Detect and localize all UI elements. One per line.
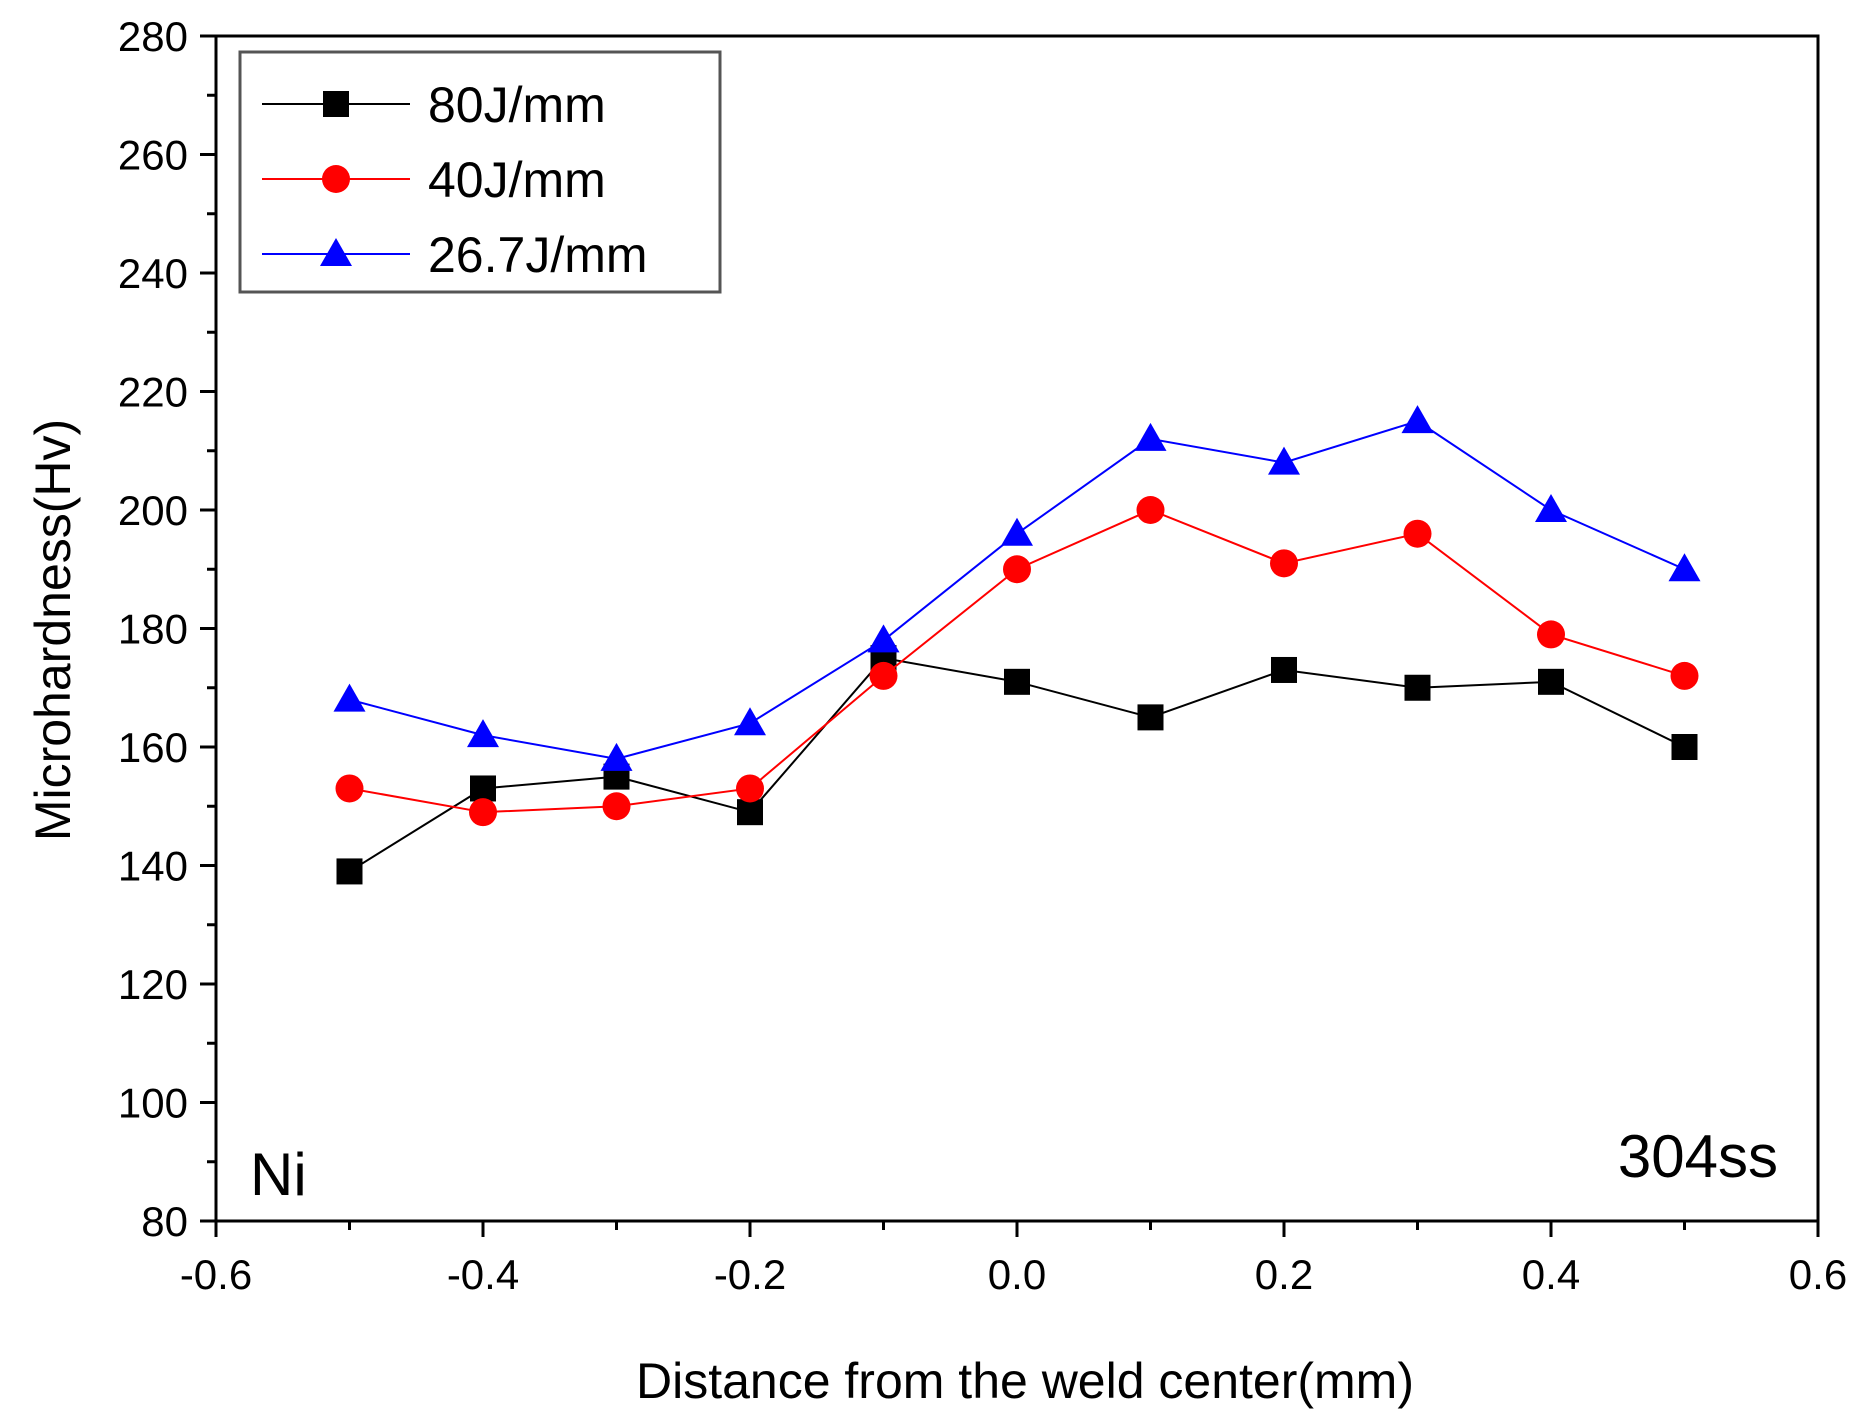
legend-marker (323, 91, 349, 117)
legend-label: 26.7J/mm (428, 227, 648, 283)
y-tick-label: 120 (118, 961, 188, 1008)
data-point (1001, 517, 1033, 546)
series-group (333, 405, 1701, 885)
annotations-group: Ni 304ss (250, 1123, 1778, 1208)
annotation-ni: Ni (250, 1141, 307, 1208)
data-point (869, 661, 898, 690)
x-tick-label: -0.4 (447, 1251, 519, 1298)
data-point (602, 792, 631, 821)
axes-group: -0.6 -0.4 -0.2 0.0 0.2 0.4 0.6 80 100 120 140 160 18… (118, 13, 1847, 1298)
x-tick-label: -0.2 (714, 1251, 786, 1298)
x-tick-label: 0.0 (988, 1251, 1046, 1298)
y-axis-label: Microhardness(Hv) (25, 419, 81, 841)
data-point (1003, 555, 1031, 584)
legend-label: 40J/mm (428, 152, 606, 208)
data-point (1271, 656, 1297, 683)
data-point (734, 707, 766, 736)
data-point (1136, 496, 1165, 524)
legend-marker (320, 238, 352, 266)
data-point (1403, 519, 1432, 548)
series-line (349, 420, 1685, 760)
data-point (737, 799, 763, 826)
x-tick-label: 0.6 (1789, 1251, 1847, 1298)
data-point (1538, 668, 1564, 695)
data-point (470, 775, 496, 802)
y-tick-label: 260 (118, 132, 188, 179)
data-point (469, 798, 497, 827)
x-tick-label: -0.6 (180, 1251, 252, 1298)
data-point (1535, 494, 1567, 522)
x-axis-label: Distance from the weld center(mm) (636, 1353, 1414, 1409)
x-tick-label: 0.2 (1255, 1251, 1313, 1298)
data-point (1671, 734, 1698, 760)
data-point (336, 858, 363, 885)
data-point (1668, 553, 1701, 582)
legend: 80J/mm 40J/mm 26.7J/mm (238, 50, 722, 294)
data-point (1401, 405, 1434, 434)
data-point (867, 624, 900, 653)
data-point (1004, 668, 1030, 695)
legend-box (238, 50, 722, 294)
y-tick-label: 100 (118, 1080, 188, 1127)
data-point (1134, 422, 1167, 451)
data-point (600, 742, 633, 771)
data-point (1268, 446, 1300, 475)
data-point (736, 774, 764, 803)
y-tick-label: 280 (118, 13, 188, 60)
annotation-304ss: 304ss (1618, 1123, 1778, 1190)
legend-label: 80J/mm (428, 77, 606, 133)
series-2 (333, 405, 1701, 771)
y-tick-label: 240 (118, 250, 188, 297)
data-point (1670, 661, 1699, 690)
series-0 (336, 645, 1698, 885)
y-tick-label: 200 (118, 487, 188, 534)
data-point (1404, 674, 1431, 701)
y-tick-label: 80 (141, 1198, 188, 1245)
series-1 (335, 496, 1699, 827)
y-tick-label: 220 (118, 369, 188, 416)
data-point (335, 774, 364, 803)
y-tick-label: 180 (118, 606, 188, 653)
y-tick-label: 160 (118, 724, 188, 771)
y-tick-label: 140 (118, 843, 188, 890)
legend-marker (322, 165, 350, 193)
data-point (467, 719, 499, 748)
data-point (1137, 704, 1164, 731)
data-point (1537, 620, 1565, 649)
data-point (1270, 549, 1298, 578)
x-tick-label: 0.4 (1522, 1251, 1580, 1298)
data-point (333, 683, 366, 712)
